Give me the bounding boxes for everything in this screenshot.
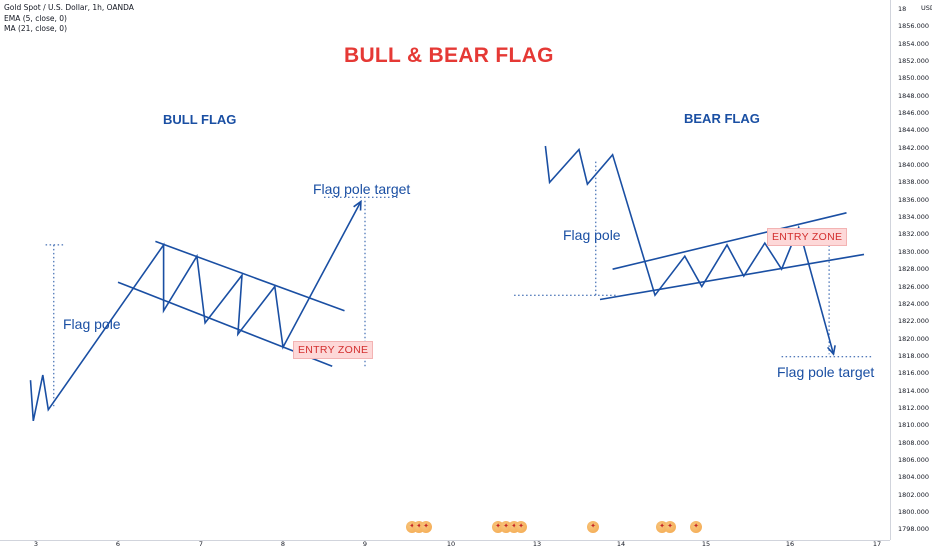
price-tick-label: 1842.000 [898,143,930,152]
symbol-label[interactable]: Gold Spot / U.S. Dollar, 1h, OANDA [4,3,134,12]
flag-pole-target-right: Flag pole target [777,364,875,380]
price-tick-label: 1816.000 [898,369,930,378]
price-tick-label: 1798.000 [898,525,930,534]
time-tick-label: 7 [198,540,204,548]
time-tick-label: 15 [701,540,711,548]
price-series-line [544,145,835,355]
event-flag-icon[interactable]: ✦ [515,521,527,533]
time-tick-label: 14 [616,540,626,548]
price-tick-label: 1812.000 [898,403,930,412]
price-tick-label: 1806.000 [898,455,930,464]
trend-line [599,253,865,301]
price-tick-label: 1838.000 [898,178,930,187]
bull-flag-heading: BULL FLAG [163,112,237,127]
entry-zone-right: ENTRY ZONE [767,228,848,246]
price-tick-label: 1800.000 [898,507,930,516]
price-tick-label: 1848.000 [898,91,930,100]
time-tick-label: 8 [280,540,286,548]
price-axis[interactable] [890,0,932,540]
price-tick-label: 1818.000 [898,351,930,360]
entry-zone-left: ENTRY ZONE [293,341,374,359]
flag-pole-label-left: Flag pole [63,316,121,332]
event-flag-icon[interactable]: ✦ [664,521,676,533]
price-tick-label: 1828.000 [898,265,930,274]
price-tick-label: 1852.000 [898,57,930,66]
bear-flag-heading: BEAR FLAG [684,111,760,126]
price-tick-label: 1854.000 [898,39,930,48]
price-tick-label: 1802.000 [898,490,930,499]
currency-label: USD [921,4,932,12]
price-tick-label: 1836.000 [898,195,930,204]
event-flag-icon[interactable]: ✦ [587,521,599,533]
price-tick-label: 1814.000 [898,386,930,395]
flag-pole-label-right: Flag pole [563,227,621,243]
arrowhead [826,345,836,356]
price-tick-label: 1820.000 [898,334,930,343]
event-flag-icon[interactable]: ✦ [690,521,702,533]
trend-line [612,212,847,270]
time-tick-label: 9 [362,540,368,548]
price-tick-label: 1826.000 [898,282,930,291]
chart-canvas[interactable] [0,0,890,540]
chart-legend: Gold Spot / U.S. Dollar, 1h, OANDA EMA (… [4,3,134,35]
price-tick-label: 1810.000 [898,421,930,430]
event-flag-icon[interactable]: ✦ [420,521,432,533]
chart-title: BULL & BEAR FLAG [344,44,554,67]
time-tick-label: 3 [33,540,39,548]
time-axis[interactable] [0,540,890,551]
price-tick-label: 1844.000 [898,126,930,135]
arrowhead [353,199,362,211]
ema-indicator-label[interactable]: EMA (5, close, 0) [4,13,67,23]
price-tick-label: 1830.000 [898,247,930,256]
time-tick-label: 13 [532,540,542,548]
price-tick-label: 1856.000 [898,22,930,31]
ma-indicator-label[interactable]: MA (21, close, 0) [4,24,68,33]
price-series-line [29,201,362,422]
time-tick-label: 6 [115,540,121,548]
time-tick-label: 10 [446,540,456,548]
price-tick-label: 1850.000 [898,74,930,83]
time-tick-label: 16 [785,540,795,548]
price-tick-label: 1832.000 [898,230,930,239]
time-tick-label: 17 [872,540,882,548]
price-tick-label: 18 [898,5,907,13]
price-tick-label: 1824.000 [898,299,930,308]
price-tick-label: 1846.000 [898,109,930,118]
price-tick-label: 1804.000 [898,473,930,482]
trend-line [155,240,345,312]
price-tick-label: 1840.000 [898,161,930,170]
price-tick-label: 1808.000 [898,438,930,447]
price-tick-label: 1822.000 [898,317,930,326]
price-tick-label: 1834.000 [898,213,930,222]
flag-pole-target-left: Flag pole target [313,181,411,197]
